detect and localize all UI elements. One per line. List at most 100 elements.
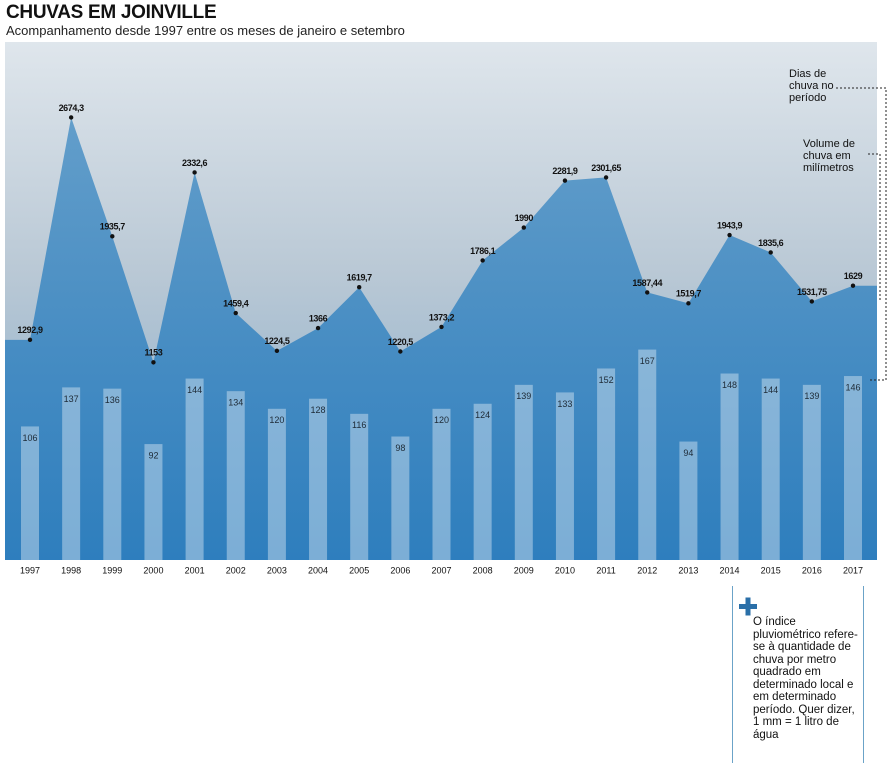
x-tick-label: 2016	[802, 565, 822, 575]
bar	[391, 436, 410, 560]
plus-icon	[739, 597, 757, 616]
bar	[144, 444, 163, 560]
bar	[720, 373, 739, 560]
bar-label: 144	[187, 385, 202, 395]
bar-label: 152	[599, 375, 614, 385]
point	[603, 175, 609, 180]
bar	[62, 387, 81, 560]
x-tick-label: 2006	[390, 565, 410, 575]
point	[768, 250, 773, 255]
bar	[597, 368, 616, 560]
value-label: 1366	[309, 313, 328, 323]
point	[686, 301, 691, 306]
point	[357, 285, 362, 290]
point	[27, 337, 33, 343]
point	[439, 324, 444, 330]
bar	[514, 384, 533, 560]
point	[645, 290, 650, 295]
chart-subtitle: Acompanhamento desde 1997 entre os meses…	[6, 23, 405, 38]
bar-label: 116	[352, 420, 366, 430]
legend-entry: Volume de chuva em milímetros	[803, 138, 855, 174]
x-tick-label: 2014	[720, 565, 740, 575]
value-label: 1587,44	[632, 278, 662, 288]
point	[274, 348, 280, 354]
bar-label: 120	[269, 415, 284, 425]
point	[727, 232, 732, 238]
value-label: 1292,9	[17, 325, 43, 335]
bar	[21, 426, 39, 560]
bar	[185, 378, 204, 560]
bar-label: 139	[516, 391, 531, 401]
value-label: 1943,9	[717, 220, 743, 230]
x-tick-label: 2005	[349, 565, 369, 575]
value-label: 1786,1	[470, 246, 496, 256]
bar	[350, 413, 369, 560]
bar-label: 148	[722, 380, 737, 390]
legend-entry: Dias de chuva no período	[789, 68, 834, 104]
point	[110, 234, 115, 239]
bar-label: 167	[640, 356, 655, 366]
x-tick-label: 2013	[678, 565, 698, 575]
bar-label: 94	[683, 448, 693, 458]
bar-label: 106	[22, 433, 37, 443]
point	[151, 360, 156, 365]
bar	[432, 408, 451, 560]
value-label: 1459,4	[223, 298, 249, 308]
value-label: 1835,6	[758, 238, 784, 248]
bar	[761, 378, 780, 560]
bar	[226, 391, 245, 560]
point	[562, 178, 568, 183]
x-tick-label: 2002	[226, 565, 246, 575]
bar	[679, 441, 698, 560]
area	[5, 117, 877, 561]
value-label: 1531,75	[797, 287, 827, 297]
x-tick-label: 1999	[102, 565, 122, 575]
bar-label: 137	[64, 394, 79, 404]
value-label: 1629	[844, 271, 863, 281]
bar-label: 92	[148, 450, 158, 460]
legend-connector	[868, 153, 881, 300]
bar	[267, 408, 286, 560]
chart-title: CHUVAS EM JOINVILLE	[6, 2, 217, 23]
value-label: 1224,5	[264, 336, 290, 346]
bar-label: 124	[475, 410, 490, 420]
x-tick-label: 2015	[761, 565, 781, 575]
bar-label: 139	[804, 391, 819, 401]
x-tick-label: 2007	[431, 565, 451, 575]
x-tick-label: 2000	[143, 565, 163, 575]
value-label: 1153	[144, 348, 162, 358]
point	[398, 349, 403, 354]
value-label: 1519,7	[676, 289, 702, 299]
point	[192, 170, 197, 175]
point	[850, 283, 856, 288]
x-tick-label: 2009	[514, 565, 534, 575]
note: O índice pluviométrico refere-se à quant…	[732, 586, 864, 763]
bar	[473, 403, 492, 560]
x-tick-label: 2011	[596, 565, 615, 575]
value-label: 1373,2	[429, 312, 455, 322]
x-tick-label: 2001	[185, 565, 205, 575]
value-label: 2332,6	[182, 158, 208, 168]
legend-connector	[836, 87, 887, 381]
bar-label: 133	[557, 399, 572, 409]
bar	[555, 392, 574, 560]
value-label: 2281,9	[552, 166, 578, 176]
value-label: 1619,7	[347, 273, 373, 283]
bar	[309, 398, 328, 560]
bar-label: 128	[311, 405, 326, 415]
x-tick-label: 2004	[308, 565, 328, 575]
point	[315, 325, 321, 331]
bar-label: 134	[228, 398, 243, 408]
x-tick-label: 1997	[20, 565, 40, 575]
bar	[802, 384, 821, 560]
bar	[103, 388, 122, 560]
value-label: 1220,5	[388, 337, 414, 347]
x-tick-label: 2012	[637, 565, 657, 575]
value-label: 1990	[515, 213, 534, 223]
point	[233, 310, 238, 316]
value-label: 2674,3	[59, 103, 85, 113]
bar-label: 98	[395, 443, 405, 453]
point	[521, 225, 526, 230]
